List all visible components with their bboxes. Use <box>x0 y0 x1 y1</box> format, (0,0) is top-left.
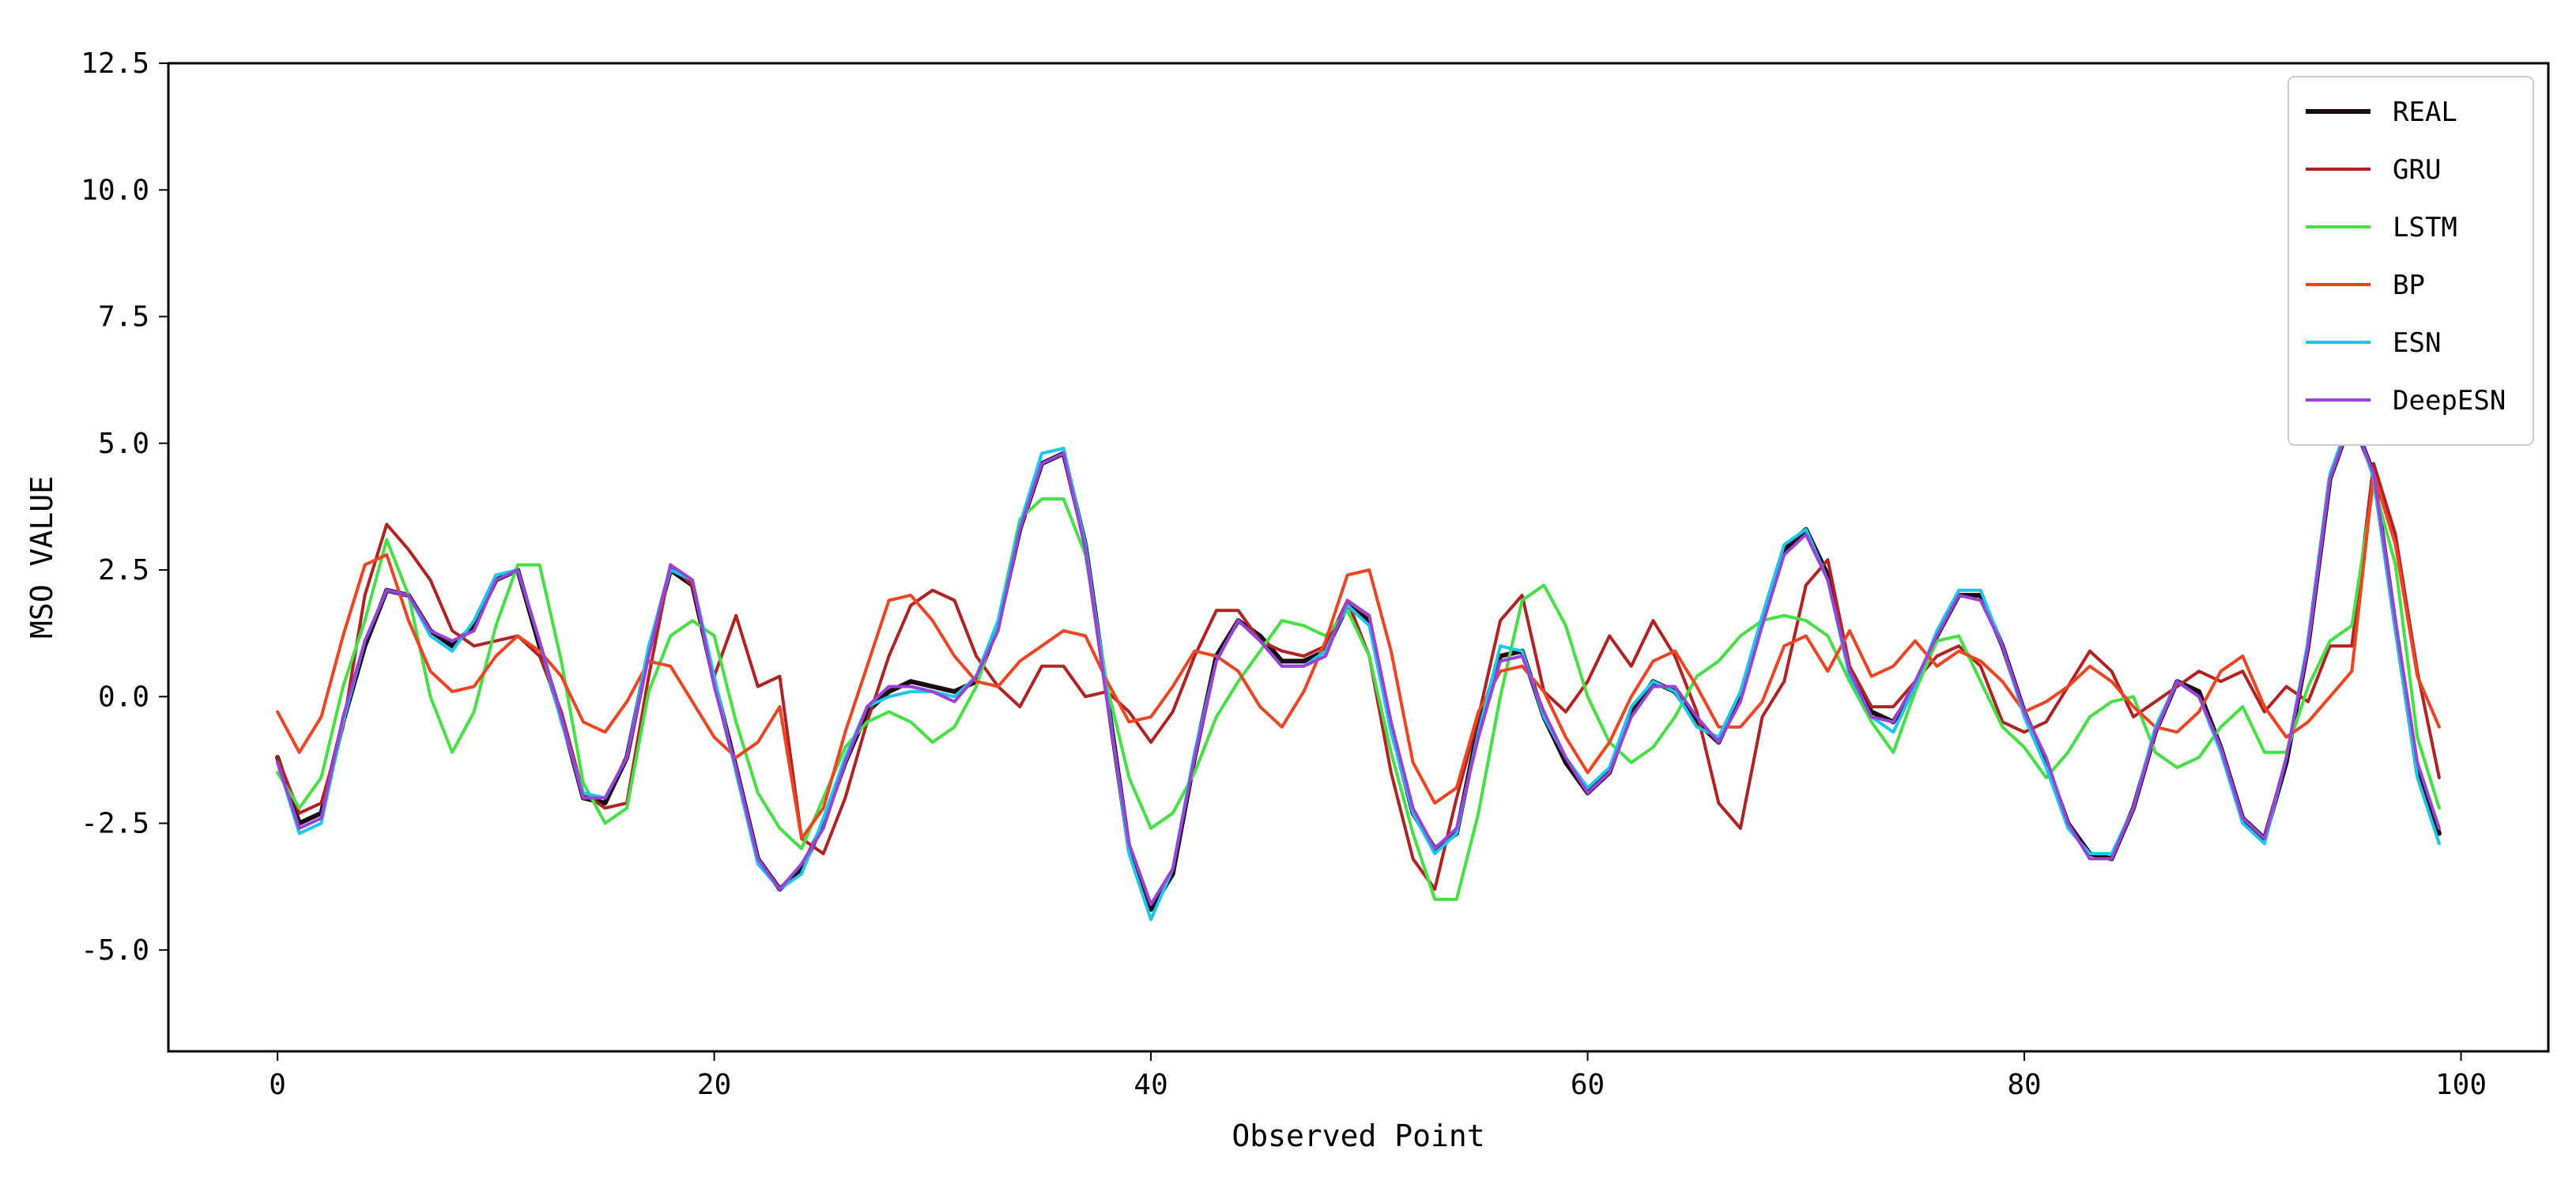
x-tick-label: 100 <box>2435 1069 2487 1101</box>
x-tick-label: 0 <box>269 1069 286 1101</box>
plot-frame <box>167 62 2550 1053</box>
series-line-lstm <box>276 482 2441 901</box>
y-tick-label: -2.5 <box>81 808 149 840</box>
y-tick-label: 12.5 <box>81 47 149 80</box>
y-tick-label: 2.5 <box>98 554 149 587</box>
legend-label-real: REAL <box>2393 96 2457 128</box>
y-tick-label: -5.0 <box>81 934 149 967</box>
x-axis: 0 20 40 60 80 100 <box>269 1051 2487 1101</box>
x-axis-title: Observed Point <box>1231 1119 1484 1153</box>
y-axis-title: MSO VALUE <box>25 476 59 639</box>
legend-label-gru: GRU <box>2393 154 2441 186</box>
x-tick-label: 60 <box>1571 1069 1605 1101</box>
series-line-gru <box>276 462 2441 891</box>
y-tick-label: 10.0 <box>81 174 149 206</box>
y-axis: -5.0 -2.5 0.0 2.5 5.0 7.5 10.0 12.5 <box>81 47 168 967</box>
legend-label-lstm: LSTM <box>2393 212 2457 243</box>
y-tick-label: 7.5 <box>98 301 149 334</box>
series-line-deepesn <box>276 416 2441 907</box>
x-tick-label: 20 <box>697 1069 731 1101</box>
x-tick-label: 40 <box>1133 1069 1167 1101</box>
legend-label-esn: ESN <box>2393 327 2441 359</box>
y-tick-label: 5.0 <box>98 428 149 460</box>
x-tick-label: 80 <box>2007 1069 2041 1101</box>
series-layer <box>275 411 2442 922</box>
legend-label-deepesn: DeepESN <box>2393 385 2506 417</box>
series-line-bp <box>276 472 2441 840</box>
legend-label-bp: BP <box>2393 270 2425 301</box>
legend: REAL GRU LSTM BP ESN DeepESN <box>2287 76 2534 446</box>
y-tick-label: 0.0 <box>98 681 149 713</box>
